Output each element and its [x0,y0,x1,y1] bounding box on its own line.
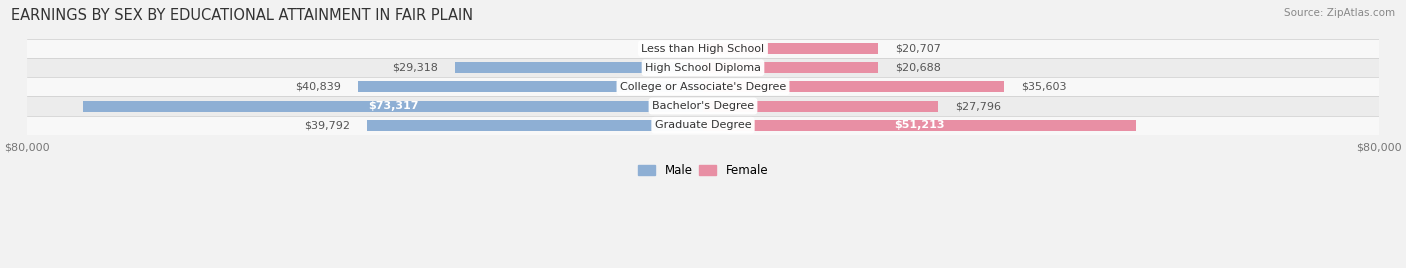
Bar [27,96,1379,116]
Bar [359,81,703,92]
Bar [703,100,938,111]
Bar [703,43,877,54]
Bar [27,116,1379,135]
Bar [456,62,703,73]
Text: $0: $0 [672,44,686,54]
Text: EARNINGS BY SEX BY EDUCATIONAL ATTAINMENT IN FAIR PLAIN: EARNINGS BY SEX BY EDUCATIONAL ATTAINMEN… [11,8,474,23]
Legend: Male, Female: Male, Female [633,159,773,182]
Bar [27,58,1379,77]
Bar [703,120,1136,131]
Text: $40,839: $40,839 [295,82,342,92]
Text: $29,318: $29,318 [392,63,439,73]
Text: $39,792: $39,792 [304,120,350,130]
Bar [83,100,703,111]
Text: High School Diploma: High School Diploma [645,63,761,73]
Text: $20,707: $20,707 [894,44,941,54]
Text: Bachelor's Degree: Bachelor's Degree [652,101,754,111]
Bar [703,62,877,73]
Text: $35,603: $35,603 [1021,82,1066,92]
Text: Source: ZipAtlas.com: Source: ZipAtlas.com [1284,8,1395,18]
Text: $27,796: $27,796 [955,101,1001,111]
Text: $73,317: $73,317 [368,101,419,111]
Bar [27,77,1379,96]
Text: $51,213: $51,213 [894,120,945,130]
Bar [367,120,703,131]
Text: College or Associate's Degree: College or Associate's Degree [620,82,786,92]
Text: Less than High School: Less than High School [641,44,765,54]
Text: $20,688: $20,688 [894,63,941,73]
Text: Graduate Degree: Graduate Degree [655,120,751,130]
Bar [703,81,1004,92]
Bar [27,39,1379,58]
